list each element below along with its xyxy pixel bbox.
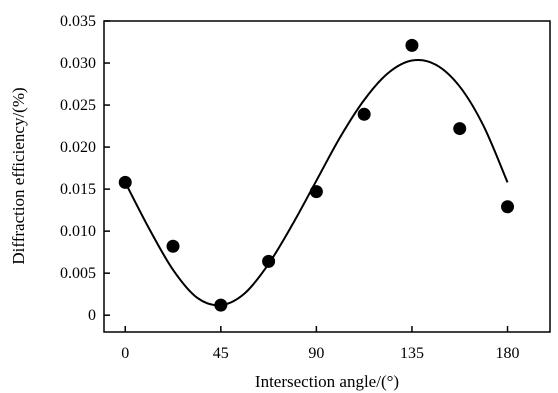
data-point (405, 38, 419, 52)
data-point (453, 122, 467, 136)
y-axis-title: Diffraction efficiency/(%) (9, 87, 28, 264)
data-point (357, 107, 371, 121)
data-point (309, 185, 323, 199)
y-tick-label: 0.025 (60, 97, 96, 114)
y-tick-label: 0.035 (60, 13, 96, 30)
fit-curve (124, 58, 509, 307)
x-tick-label: 45 (213, 345, 229, 362)
x-tick-label: 135 (400, 345, 424, 362)
data-points (118, 38, 515, 312)
y-tick-label: 0.010 (60, 223, 96, 240)
x-axis-ticks: 0 45 90 135 180 (121, 326, 520, 362)
y-tick-label: 0.005 (60, 265, 96, 282)
data-point (501, 200, 515, 214)
data-point (166, 239, 180, 253)
x-tick-label: 180 (496, 345, 520, 362)
y-tick-label: 0 (88, 307, 96, 324)
data-point (118, 175, 132, 189)
data-point (262, 254, 276, 268)
x-tick-label: 90 (308, 345, 324, 362)
y-tick-label: 0.020 (60, 139, 96, 156)
x-axis-title: Intersection angle/(°) (255, 372, 399, 391)
x-tick-label: 0 (121, 345, 129, 362)
y-tick-label: 0.030 (60, 55, 96, 72)
data-point (214, 298, 228, 312)
plot-frame (103, 20, 551, 333)
y-axis-ticks: 0 0.005 0.010 0.015 0.020 0.025 0.030 0.035 (60, 13, 110, 324)
y-tick-label: 0.015 (60, 181, 96, 198)
